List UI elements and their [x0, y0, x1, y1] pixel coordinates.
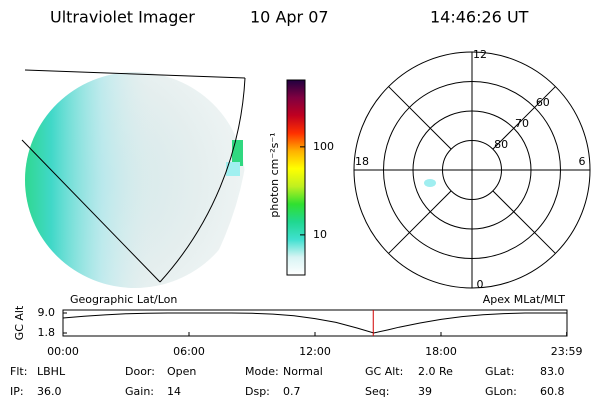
polar-mlt-label: 12: [473, 48, 487, 61]
date: 10 Apr 07: [250, 8, 329, 27]
title: Ultraviolet Imager: [50, 8, 195, 27]
altitude-xtick-label: 12:00: [299, 345, 331, 358]
info-label: IP:: [10, 385, 24, 398]
info-label: GC Alt:: [365, 365, 403, 378]
altitude-ytick-label: 9.0: [38, 306, 56, 319]
polar-emission: [424, 179, 436, 187]
info-value: 0.7: [283, 385, 301, 398]
info-label: Gain:: [125, 385, 154, 398]
altitude-xtick-label: 06:00: [173, 345, 205, 358]
info-value: 2.0 Re: [418, 365, 453, 378]
altitude-xtick-label: 00:00: [47, 345, 79, 358]
altitude-ytick-label: 1.8: [38, 326, 56, 339]
altitude-xtick-label: 23:59: [551, 345, 583, 358]
altitude-curve: [62, 312, 567, 334]
polar-spoke: [492, 86, 556, 150]
info-label: Mode:: [245, 365, 279, 378]
info-value: 14: [167, 385, 181, 398]
info-label: GLon:: [485, 385, 517, 398]
altitude-right-title: Apex MLat/MLT: [483, 293, 566, 306]
info-label: Dsp:: [245, 385, 270, 398]
info-value: 60.8: [540, 385, 565, 398]
polar-mlt-label: 0: [477, 278, 484, 291]
altitude-left-title: Geographic Lat/Lon: [70, 293, 177, 306]
colorbar: [286, 79, 306, 276]
polar-spoke: [492, 190, 556, 254]
info-value: 36.0: [37, 385, 62, 398]
time: 14:46:26 UT: [430, 8, 529, 27]
info-value: LBHL: [37, 365, 66, 378]
altitude-xtick-label: 18:00: [425, 345, 457, 358]
uv-image: [21, 69, 246, 288]
info-label: GLat:: [485, 365, 514, 378]
colorbar-label: photon cm⁻²s⁻¹: [268, 132, 281, 217]
info-value: 39: [418, 385, 432, 398]
altitude-ylabel: GC Alt: [13, 305, 26, 340]
info-label: Seq:: [365, 385, 389, 398]
info-label: Door:: [125, 365, 155, 378]
info-value: Normal: [283, 365, 323, 378]
polar-mlt-label: 6: [579, 155, 586, 168]
polar-spoke: [388, 190, 452, 254]
info-value: 83.0: [540, 365, 565, 378]
polar-spoke: [388, 86, 452, 150]
colorbar-tick-label: 100: [313, 140, 334, 153]
info-label: Flt:: [10, 365, 27, 378]
colorbar-tick-label: 10: [313, 228, 327, 241]
info-value: Open: [167, 365, 196, 378]
polar-ring-label: 70: [515, 117, 529, 130]
polar-ring-label: 80: [494, 138, 508, 151]
polar-mlt-label: 18: [355, 155, 369, 168]
polar-ring-label: 60: [536, 96, 550, 109]
